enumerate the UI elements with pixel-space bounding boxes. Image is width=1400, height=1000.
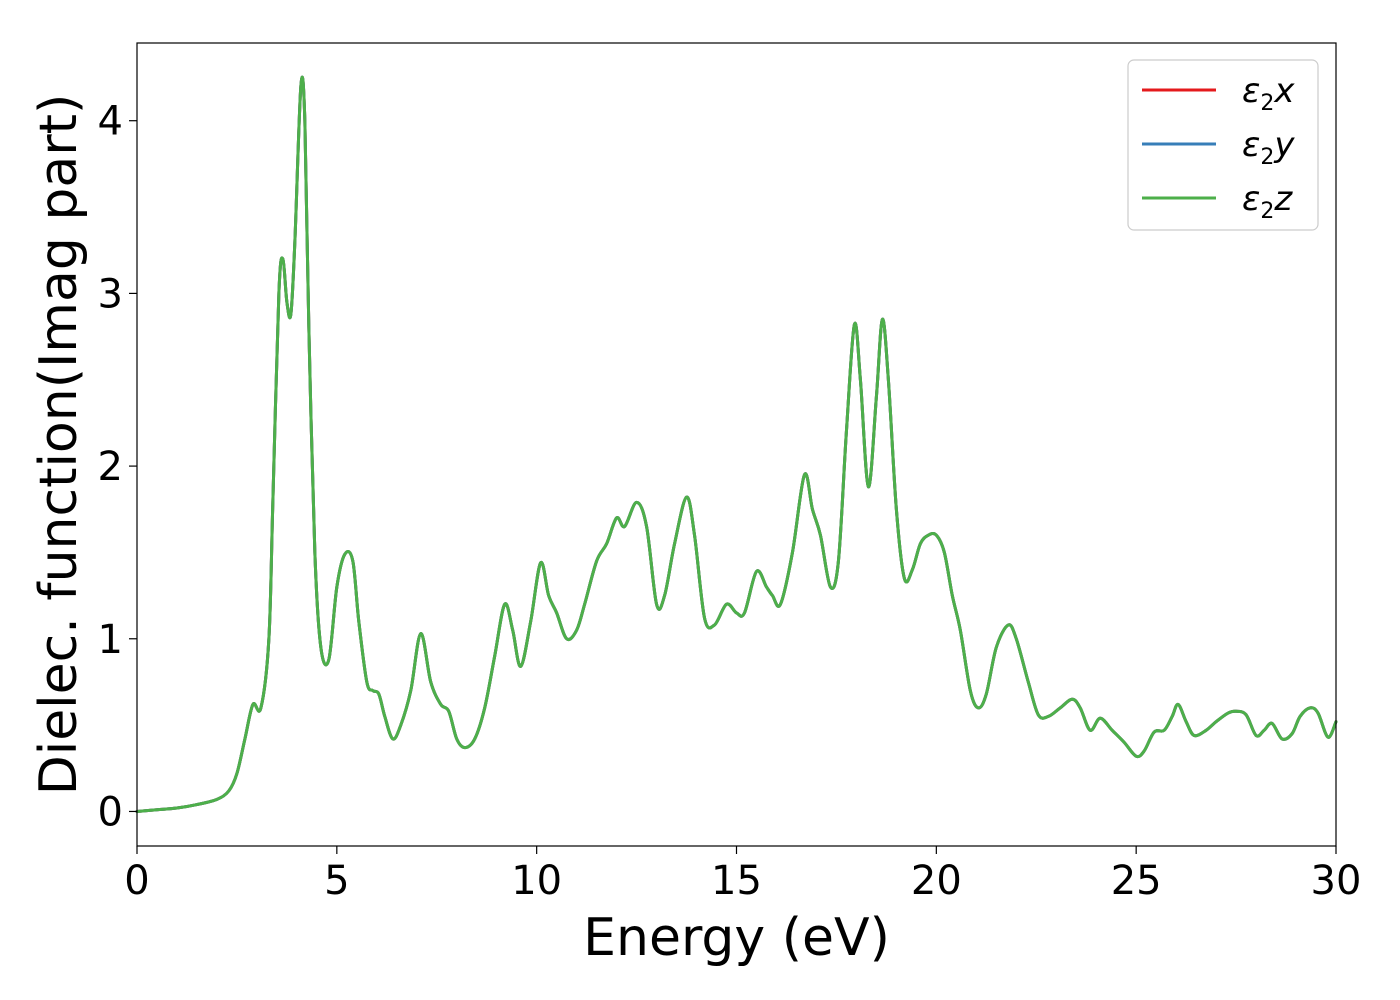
legend-label: ε2x [1242, 71, 1295, 116]
y-tick-label: 2 [98, 444, 123, 490]
y-axis-ticks: 0 1 2 3 4 [98, 99, 137, 835]
series-line-2 [135, 75, 1338, 813]
x-axis-ticks: 0 5 10 15 20 25 30 [124, 846, 1361, 904]
y-tick-label: 4 [98, 99, 123, 145]
y-tick-label: 1 [98, 617, 123, 663]
legend-box [1127, 59, 1319, 231]
legend-label: ε2z [1242, 179, 1293, 224]
x-tick-label: 5 [324, 858, 349, 904]
x-tick-label: 15 [711, 858, 762, 904]
x-tick-label: 30 [1311, 858, 1362, 904]
y-axis-title: Dielec. function(Imag part) [29, 94, 89, 796]
legend: ε2x ε2y ε2z [1127, 59, 1319, 231]
y-tick-label: 3 [98, 271, 123, 317]
x-axis-title: Energy (eV) [583, 908, 890, 968]
x-tick-label: 0 [124, 858, 149, 904]
x-tick-label: 25 [1111, 858, 1162, 904]
y-tick-label: 0 [98, 789, 123, 835]
series-layer [135, 75, 1338, 813]
plot-frame [136, 42, 1337, 847]
x-tick-label: 20 [911, 858, 962, 904]
x-tick-label: 10 [511, 858, 562, 904]
legend-label: ε2y [1242, 125, 1295, 170]
